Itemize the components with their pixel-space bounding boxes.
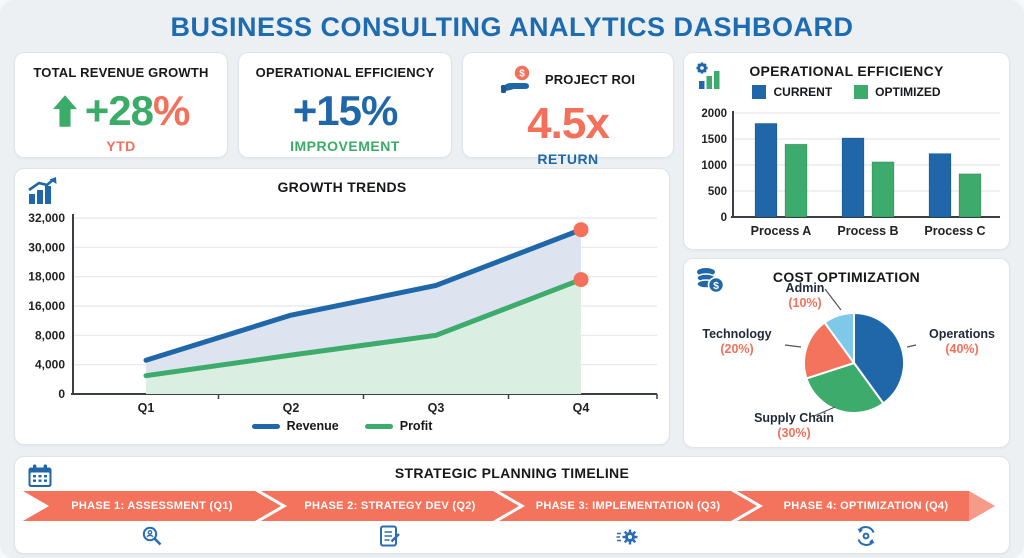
bar (871, 161, 895, 218)
kpi-title: TOTAL REVENUE GROWTH (33, 65, 209, 80)
y-tick-label: 16,000 (28, 299, 65, 313)
bar (754, 122, 778, 218)
pie-chart-card: $ COST OPTIMIZATION Admin (10%) Technolog… (683, 258, 1010, 448)
bar (928, 153, 952, 218)
pie-slice (853, 311, 905, 405)
kpi-value: +15% (292, 87, 399, 134)
svg-text:$: $ (519, 69, 525, 80)
y-tick-label: 8,000 (35, 328, 65, 342)
legend-item-optimized: OPTIMIZED (854, 85, 941, 99)
calendar-icon (27, 463, 53, 489)
y-tick-label: 30,000 (28, 240, 65, 254)
legend-swatch (854, 85, 869, 99)
kpi-card-revenue-growth: TOTAL REVENUE GROWTH +28% YTD (14, 52, 228, 158)
pie-label-operations: Operations (40%) (929, 327, 995, 356)
x-tick-label: Process C (924, 224, 985, 238)
pie-slice (805, 361, 885, 414)
legend-item-revenue: Revenue (251, 419, 339, 433)
kpi-card-project-roi: $ PROJECT ROI 4.5x RETURN (462, 52, 674, 167)
pie-slice (803, 321, 856, 380)
x-tick-label: Q1 (138, 401, 155, 415)
pie-label-admin: Admin (10%) (785, 281, 825, 310)
timeline-card: STRATEGIC PLANNING TIMELINE PHASE 1: ASS… (14, 456, 1010, 554)
kpi-subtitle: IMPROVEMENT (290, 138, 400, 154)
kpi-subtitle: RETURN (537, 151, 599, 167)
bar (958, 173, 982, 218)
gear-icon (612, 521, 644, 551)
y-tick-label: 2000 (701, 108, 727, 120)
legend-swatch (251, 423, 280, 429)
bar-chart-legend: CURRENT OPTIMIZED (684, 85, 1009, 99)
svg-text:$: $ (713, 280, 719, 292)
pie-label-supply-chain: Supply Chain (30%) (754, 411, 834, 440)
legend-item-profit: Profit (364, 419, 432, 433)
y-tick-label: 0 (58, 387, 65, 401)
bar-chart-title: OPERATIONAL EFFICIENCY (749, 63, 944, 79)
pie-label-technology: Technology (20%) (702, 327, 772, 356)
legend-swatch (752, 85, 767, 99)
kpi-subtitle: YTD (106, 138, 136, 154)
leader-line (906, 344, 917, 348)
page-title: BUSINESS CONSULTING ANALYTICS DASHBOARD (170, 12, 854, 42)
y-tick-label: 18,000 (28, 270, 65, 284)
legend-item-current: CURRENT (752, 85, 832, 99)
leader-line (824, 288, 842, 311)
gear-bars-icon (694, 60, 724, 90)
x-tick-label: Q2 (283, 401, 300, 415)
y-tick-label: 1500 (701, 134, 727, 146)
legend-swatch (364, 423, 393, 429)
x-tick-label: Process A (751, 224, 812, 238)
bar (784, 143, 808, 218)
kpi-value: +28% (84, 87, 191, 134)
pie-chart (784, 288, 917, 417)
hand-coin-icon: $ (500, 65, 530, 93)
series-area (146, 279, 581, 394)
leader-line (813, 406, 836, 417)
x-tick-label: Q3 (428, 401, 445, 415)
line-chart: 0 4,000 8,000 16,000 18,000 30,000 32,000 Q1 Q2 Q… (28, 211, 658, 415)
series-line (143, 277, 584, 379)
trend-chart-icon (25, 176, 59, 206)
series-line (143, 227, 584, 363)
magnifier-icon (136, 521, 168, 551)
kpi-card-operational-efficiency: OPERATIONAL EFFICIENCY +15% IMPROVEMENT (238, 52, 452, 158)
kpi-title: OPERATIONAL EFFICIENCY (255, 65, 435, 80)
bar (841, 137, 865, 218)
line-chart-legend: Revenue Profit (15, 419, 669, 433)
timeline-title: STRATEGIC PLANNING TIMELINE (394, 465, 630, 481)
end-marker (573, 272, 589, 288)
timeline-phase-1: PHASE 1: ASSESSMENT (Q1) (23, 491, 281, 521)
bar-chart: 0 500 1000 1500 2000 Process A Process B Proces… (701, 108, 1000, 238)
y-tick-label: 1000 (701, 160, 727, 172)
line-chart-card: GROWTH TRENDS 0 4,000 8,000 16,000 18,000 30,… (14, 168, 670, 445)
checklist-icon (374, 521, 406, 551)
leader-line (784, 344, 802, 348)
x-tick-label: Q4 (573, 401, 590, 415)
timeline-phase-4: PHASE 4: OPTIMIZATION (Q4) (737, 491, 995, 521)
y-tick-label: 0 (721, 212, 727, 224)
up-arrow-icon (52, 95, 77, 127)
y-tick-label: 4,000 (35, 358, 65, 372)
pie-chart-title: COST OPTIMIZATION (772, 269, 921, 285)
kpi-value: 4.5x (527, 99, 610, 148)
timeline-phase-2: PHASE 2: STRATEGY DEV (Q2) (261, 491, 519, 521)
pie-slice (823, 311, 855, 367)
kpi-title: PROJECT ROI (544, 71, 636, 87)
line-chart-title: GROWTH TRENDS (277, 179, 407, 195)
y-tick-label: 500 (708, 186, 727, 198)
x-tick-label: Process B (837, 224, 898, 238)
end-marker (573, 222, 589, 238)
bar-chart-card: OPERATIONAL EFFICIENCY CURRENT OPTIMIZED… (683, 52, 1010, 250)
coins-icon: $ (694, 266, 726, 296)
refresh-gear-icon (850, 521, 882, 551)
y-tick-label: 32,000 (28, 211, 65, 225)
timeline-phase-3: PHASE 3: IMPLEMENTATION (Q3) (499, 491, 757, 521)
